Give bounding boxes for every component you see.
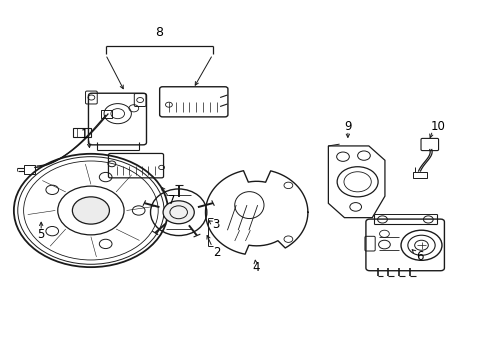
Bar bbox=[412, 172, 427, 178]
Circle shape bbox=[163, 201, 194, 224]
Text: 8: 8 bbox=[155, 27, 163, 40]
Text: 10: 10 bbox=[430, 121, 445, 134]
Text: 5: 5 bbox=[38, 228, 45, 241]
Bar bbox=[101, 111, 112, 118]
Text: 2: 2 bbox=[212, 246, 220, 259]
Text: 7: 7 bbox=[167, 194, 175, 207]
Text: 6: 6 bbox=[415, 249, 423, 262]
Text: 3: 3 bbox=[212, 218, 220, 231]
Bar bbox=[73, 128, 91, 137]
Circle shape bbox=[72, 197, 109, 224]
Text: 1: 1 bbox=[81, 127, 88, 141]
Text: 9: 9 bbox=[344, 121, 351, 134]
Bar bbox=[24, 165, 35, 174]
Text: 4: 4 bbox=[251, 261, 259, 274]
